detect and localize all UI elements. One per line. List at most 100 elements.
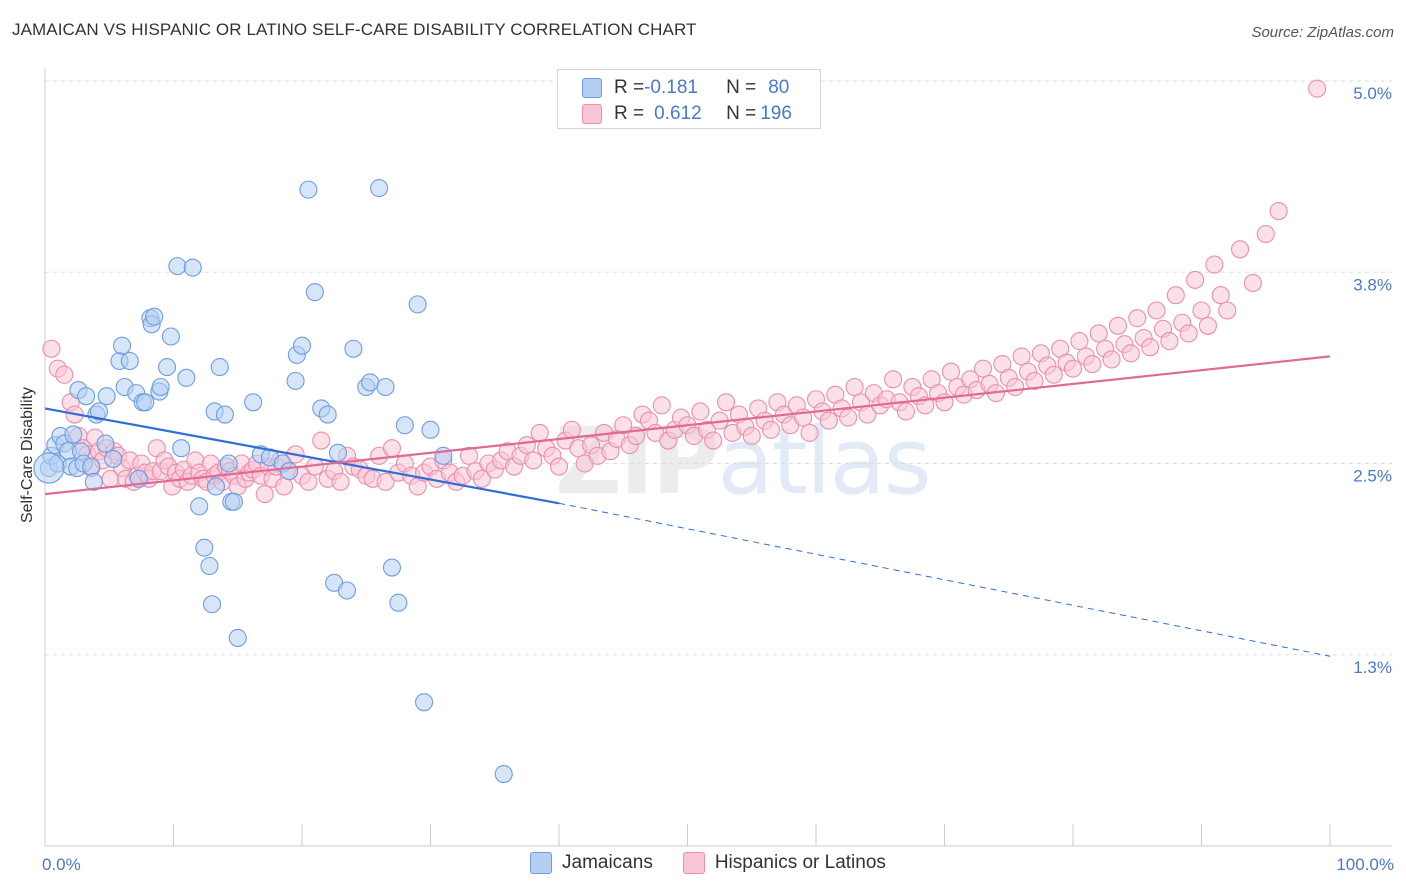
jamaican-point: [318, 405, 337, 424]
hispanic-point: [1083, 354, 1102, 374]
jamaican-point: [215, 405, 234, 424]
hispanic-point: [1006, 377, 1025, 397]
hispanic-point: [1192, 301, 1211, 320]
jamaican-point: [203, 595, 222, 614]
n-label: N =: [726, 103, 757, 124]
y-tick-label: 1.3%: [1353, 658, 1392, 677]
jamaican-trend-extension: [558, 502, 1331, 657]
jamaican-point: [286, 371, 305, 390]
hispanic-point: [941, 362, 960, 381]
trend-lines: [44, 355, 1331, 657]
hispanic-point: [839, 408, 858, 427]
legend-item-jamaicans[interactable]: Jamaicans: [530, 852, 653, 874]
jamaican-point: [219, 454, 238, 473]
hispanic-point: [1166, 286, 1185, 305]
jamaican-point: [244, 393, 263, 412]
jamaican-point: [395, 416, 414, 435]
jamaican-point: [183, 258, 202, 277]
hispanic-point: [1256, 224, 1275, 244]
jamaican-point: [382, 558, 402, 577]
hispanic-point: [255, 485, 274, 504]
jamaican-point: [370, 179, 389, 198]
hispanic-point: [1308, 79, 1327, 98]
x-tick-label: 0.0%: [42, 855, 81, 874]
hispanic-point: [42, 339, 61, 358]
jamaican-point: [172, 439, 191, 458]
hispanic-point: [1063, 359, 1083, 378]
jamaican-point: [158, 358, 177, 377]
hispanic-point: [1102, 350, 1121, 369]
hispanic-point: [562, 420, 581, 439]
n-value: 196: [760, 103, 792, 124]
hispanic-point: [742, 426, 761, 446]
jamaican-point: [415, 693, 434, 712]
hispanic-point: [845, 377, 864, 397]
r-value: 0.612: [654, 103, 702, 124]
jamaican-point: [97, 387, 116, 406]
hispanic-point: [517, 436, 536, 455]
jamaican-point: [104, 449, 123, 468]
jamaican-point: [136, 393, 155, 412]
jamaican-trend-line: [44, 407, 560, 505]
hispanic-point: [459, 446, 479, 465]
hispanic-point: [524, 451, 543, 470]
x-tick-label: 100.0%: [1336, 855, 1394, 874]
r-label: R =: [614, 103, 645, 124]
jamaican-point: [151, 377, 170, 397]
hispanic-point: [1198, 316, 1217, 335]
hispanic-point: [1186, 270, 1205, 289]
hispanic-point: [549, 457, 569, 476]
jamaican-point: [494, 765, 513, 784]
r-label: R =: [614, 77, 645, 98]
y-tick-label: 3.8%: [1353, 275, 1392, 294]
hispanic-point: [884, 370, 903, 389]
jamaican-point: [64, 425, 83, 444]
hispanic-point: [472, 469, 491, 488]
jamaican-point: [177, 368, 196, 387]
hispanic-point: [819, 411, 838, 430]
hispanic-point: [1231, 240, 1250, 259]
jamaican-point: [328, 443, 348, 462]
legend-label: Jamaicans: [562, 852, 653, 873]
jamaican-point: [113, 336, 132, 355]
jamaican-point: [206, 477, 225, 496]
jamaican-point: [82, 457, 101, 476]
hispanic-point: [1179, 324, 1198, 343]
hispanic-point: [1121, 344, 1140, 363]
hispanic-point: [1089, 324, 1108, 343]
hispanic-point: [55, 365, 74, 384]
jamaican-point: [96, 434, 115, 453]
legend-item-hispanics[interactable]: Hispanics or Latinos: [682, 852, 886, 874]
blue-swatch-icon: [582, 78, 602, 98]
y-tick-label: 5.0%: [1353, 84, 1392, 103]
jamaican-point: [337, 581, 357, 600]
jamaican-point: [344, 339, 363, 358]
jamaican-point: [145, 307, 164, 326]
jamaican-point: [33, 452, 65, 484]
hispanic-point: [800, 423, 819, 442]
jamaican-point: [84, 472, 103, 491]
legend-row-hispanics: R = 0.612 N = 196: [582, 101, 792, 127]
y-tick-label: 2.5%: [1353, 467, 1392, 486]
chart-title: JAMAICAN VS HISPANIC OR LATINO SELF-CARE…: [12, 20, 697, 39]
data-points: [33, 79, 1327, 784]
hispanic-point: [896, 402, 916, 421]
hispanic-point: [1141, 338, 1160, 357]
jamaican-point: [168, 257, 187, 276]
hispanic-point: [530, 423, 549, 442]
r-value: -0.181: [644, 77, 698, 98]
jamaican-point: [361, 373, 380, 392]
jamaican-point: [120, 351, 139, 371]
jamaican-point: [376, 377, 395, 397]
jamaican-point: [210, 358, 229, 377]
correlation-legend: R = -0.181 N = 80 R = 0.612 N = 196: [557, 69, 821, 129]
jamaican-point: [305, 283, 324, 302]
legend-label: Hispanics or Latinos: [714, 852, 886, 873]
hispanic-point: [1012, 347, 1031, 366]
hispanic-point: [331, 472, 350, 491]
jamaican-point: [421, 420, 440, 439]
jamaican-point: [195, 538, 214, 557]
hispanic-point: [376, 472, 395, 491]
jamaican-point: [228, 628, 247, 647]
hispanic-point: [1070, 332, 1089, 351]
